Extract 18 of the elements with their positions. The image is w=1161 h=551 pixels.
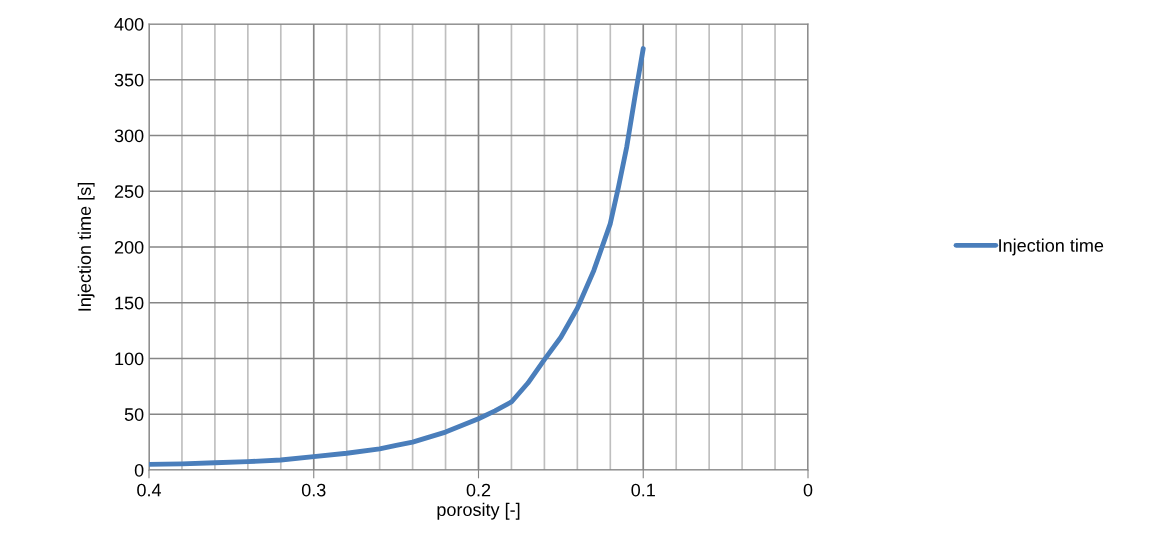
x-tick-label: 0.1 [631,483,655,497]
legend-label: Injection time [999,238,1104,256]
y-tick-label: 350 [114,73,144,87]
x-tick-label: 0 [803,483,813,497]
x-axis-title: porosity [-] [437,502,520,520]
line-series [149,46,646,467]
y-tick-label: 300 [114,129,144,143]
y-tick-label: 100 [115,352,144,366]
y-tick-label: 150 [115,296,144,310]
x-tick-label: 0.2 [466,483,491,497]
y-tick-label: 250 [114,185,144,198]
x-tick-label: 0.4 [137,483,162,497]
y-tick-label: 400 [114,17,144,31]
x-tick-label: 0.3 [301,483,326,497]
y-tick-label: 200 [114,240,144,254]
y-axis-title: Injection time [s] [77,183,95,311]
y-tick-label: 50 [124,408,144,421]
y-tick-label: 0 [134,463,144,477]
